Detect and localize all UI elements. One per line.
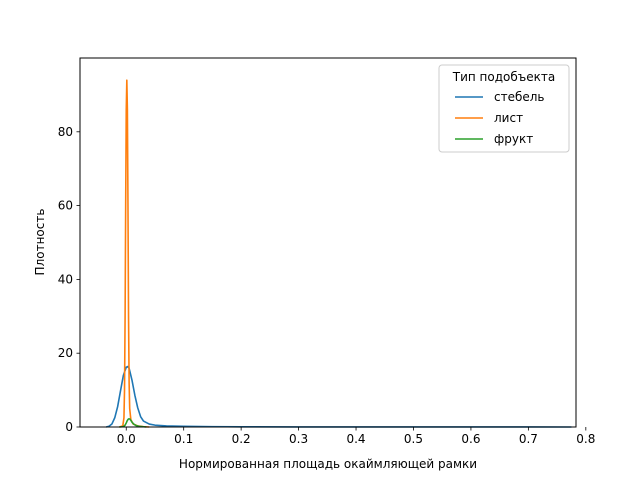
legend-entry-label: лист (494, 111, 523, 125)
legend-entry-label: фрукт (494, 132, 533, 146)
axes-frame (79, 57, 577, 428)
legend-title: Тип подобъекта (452, 70, 555, 84)
series-line-фрукт (119, 418, 147, 428)
legend-entry-label: стебель (494, 90, 545, 104)
legend-box (438, 64, 570, 153)
y-tick-label: 80 (58, 125, 73, 139)
x-tick-label: 0.6 (461, 432, 480, 446)
y-tick-label: 40 (58, 272, 73, 286)
x-tick-label: 0.8 (576, 432, 595, 446)
x-tick-label: 0.0 (117, 432, 136, 446)
x-tick-label: 0.3 (289, 432, 308, 446)
y-axis: 0 20 40 60 80 (58, 125, 80, 434)
x-tick-label: 0.4 (346, 432, 365, 446)
x-tick-label: 0.1 (174, 432, 193, 446)
legend: Тип подобъекта стебель лист фрукт (438, 64, 570, 153)
x-tick-label: 0.7 (519, 432, 538, 446)
y-tick-label: 20 (58, 346, 73, 360)
x-axis: 0.0 0.1 0.2 0.3 0.4 0.5 0.6 0.7 0.8 (117, 427, 595, 446)
y-axis-label: Плотность (33, 209, 47, 276)
x-tick-label: 0.2 (232, 432, 251, 446)
y-tick-label: 0 (65, 420, 73, 434)
x-axis-label: Нормированная площадь окаймляющей рамки (179, 457, 477, 471)
y-tick-label: 60 (58, 199, 73, 213)
series-line-стебель (105, 365, 572, 428)
x-tick-label: 0.5 (404, 432, 423, 446)
